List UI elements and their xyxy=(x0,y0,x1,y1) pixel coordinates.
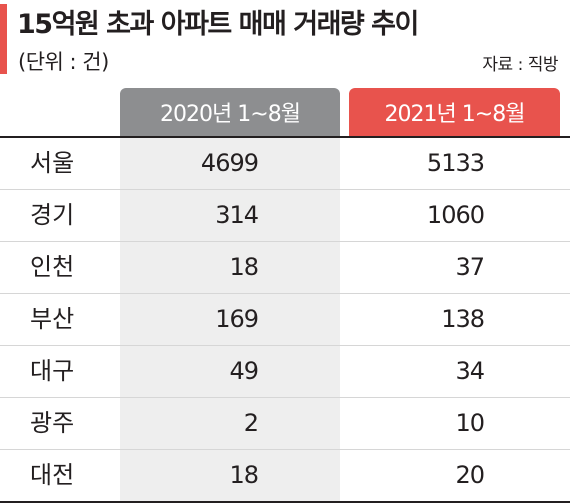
value-2021: 1060 xyxy=(426,201,485,229)
value-2021: 10 xyxy=(455,409,485,437)
value-2021: 20 xyxy=(455,461,485,489)
column-header-2020: 2020년 1~8월 xyxy=(120,88,340,136)
table-row: 광주 2 10 xyxy=(0,398,570,450)
region-label: 경기 xyxy=(30,201,75,229)
value-2021: 34 xyxy=(455,357,485,385)
data-table: 2020년 1~8월 2021년 1~8월 서울 4699 5133 경기 314 106… xyxy=(0,88,570,503)
value-2020: 314 xyxy=(215,201,259,229)
value-2021: 138 xyxy=(441,305,485,333)
value-2020: 4699 xyxy=(200,149,259,177)
unit-label: (단위 : 건) xyxy=(18,50,109,74)
region-label: 서울 xyxy=(30,149,75,177)
table-header: 2020년 1~8월 2021년 1~8월 xyxy=(0,88,570,136)
value-2020: 18 xyxy=(229,461,259,489)
value-2020: 18 xyxy=(229,253,259,281)
region-label: 부산 xyxy=(30,305,75,333)
value-2021: 5133 xyxy=(426,149,485,177)
table-row: 부산 169 138 xyxy=(0,294,570,346)
value-2020: 49 xyxy=(229,357,259,385)
table-body: 서울 4699 5133 경기 314 1060 인천 18 37 부산 169 138 대구 49 34 광… xyxy=(0,136,570,503)
table-row: 대구 49 34 xyxy=(0,346,570,398)
table-row: 경기 314 1060 xyxy=(0,190,570,242)
value-2021: 37 xyxy=(455,253,485,281)
table-row: 인천 18 37 xyxy=(0,242,570,294)
value-2020: 2 xyxy=(243,409,259,437)
region-label: 인천 xyxy=(30,253,75,281)
region-label: 대전 xyxy=(30,461,75,489)
title-accent-bar xyxy=(0,4,7,74)
column-2020-shading xyxy=(120,138,340,501)
region-label: 광주 xyxy=(30,409,75,437)
table-row: 대전 18 20 xyxy=(0,450,570,501)
value-2020: 169 xyxy=(215,305,259,333)
chart-title: 15억원 초과 아파트 매매 거래량 추이 xyxy=(17,9,419,40)
table-row: 서울 4699 5133 xyxy=(0,138,570,190)
source-label: 자료 : 직방 xyxy=(482,55,558,75)
region-label: 대구 xyxy=(30,357,75,385)
column-header-2021: 2021년 1~8월 xyxy=(349,88,560,136)
